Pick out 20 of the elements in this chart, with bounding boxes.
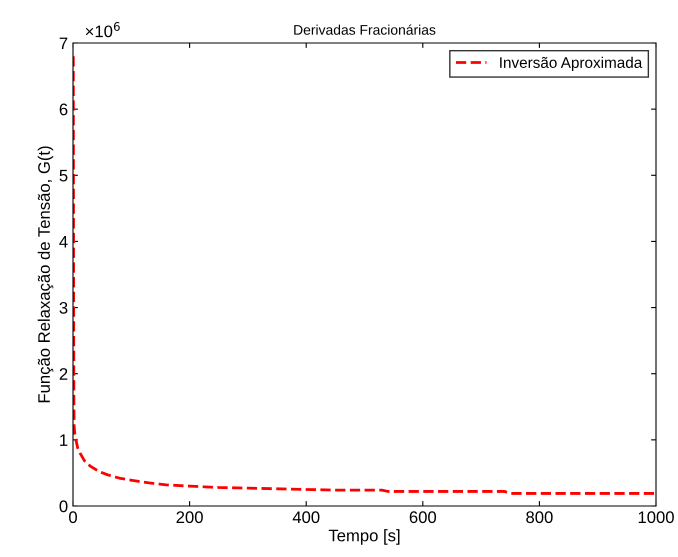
y-tick-label: 3	[60, 302, 68, 314]
y-tick-label: 7	[60, 38, 68, 50]
x-tick-label: 400	[292, 511, 320, 524]
x-tick-label: 0	[69, 511, 77, 524]
y-tick-label: 2	[60, 368, 68, 380]
x-tick-label: 600	[410, 511, 436, 524]
y-axis-title: Função Relaxação de Tensão, G(t)	[38, 146, 54, 402]
x-tick-label: 1000	[638, 511, 674, 524]
legend-label: Inversão Aproximada	[500, 56, 642, 71]
x-axis-title: Tempo [s]	[328, 529, 400, 545]
y-tick-label: 1	[60, 434, 68, 446]
text: ×10$^{6}$	[86, 22, 120, 38]
y-tick-label: 6	[60, 104, 68, 116]
x-tick-label: 200	[176, 511, 203, 524]
line-series	[73, 54, 656, 495]
y-tick-label: 0	[60, 500, 68, 512]
y-tick-label: 5	[60, 170, 68, 182]
y-tick-label: 4	[59, 236, 68, 248]
chart-title: Derivadas Fracionárias	[294, 24, 436, 35]
x-tick-label: 800	[526, 511, 553, 524]
